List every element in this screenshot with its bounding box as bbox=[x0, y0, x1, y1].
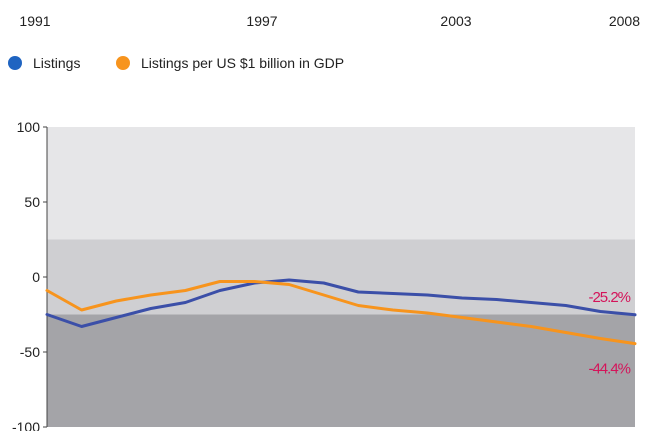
legend-label: Listings per US $1 billion in GDP bbox=[141, 55, 344, 71]
x-tick-label: 1991 bbox=[19, 13, 50, 29]
y-tick-label: 50 bbox=[24, 194, 40, 210]
y-tick-label: 0 bbox=[32, 269, 40, 285]
background-bands bbox=[47, 127, 635, 427]
series-line-listings-per-us-1-billion-in-gdp bbox=[45, 280, 637, 346]
y-tick-label: -50 bbox=[20, 344, 40, 360]
x-tick-label: 1997 bbox=[246, 13, 277, 29]
legend-marker bbox=[116, 56, 130, 70]
legend: Listings Listings per US $1 billion in GD… bbox=[8, 55, 344, 71]
band-0 bbox=[47, 127, 635, 240]
band-2 bbox=[47, 314, 635, 427]
legend-label: Listings bbox=[33, 55, 80, 71]
y-axis: 100 50 0 -50 -100 bbox=[12, 119, 48, 431]
series-end-label: -25.2% bbox=[588, 289, 630, 306]
series-line-listings bbox=[45, 278, 637, 328]
y-tick-label: -100 bbox=[12, 419, 40, 431]
series-lines bbox=[45, 278, 637, 346]
x-tick-label: 2003 bbox=[440, 13, 471, 29]
series-end-label: -44.4% bbox=[588, 361, 630, 378]
end-labels: -25.2% -44.4% bbox=[588, 289, 631, 378]
legend-marker bbox=[8, 56, 22, 70]
x-axis-top-ticks: 1991 1997 2003 2008 bbox=[19, 13, 640, 29]
y-tick-label: 100 bbox=[17, 119, 41, 135]
x-tick-label: 2008 bbox=[609, 13, 640, 29]
